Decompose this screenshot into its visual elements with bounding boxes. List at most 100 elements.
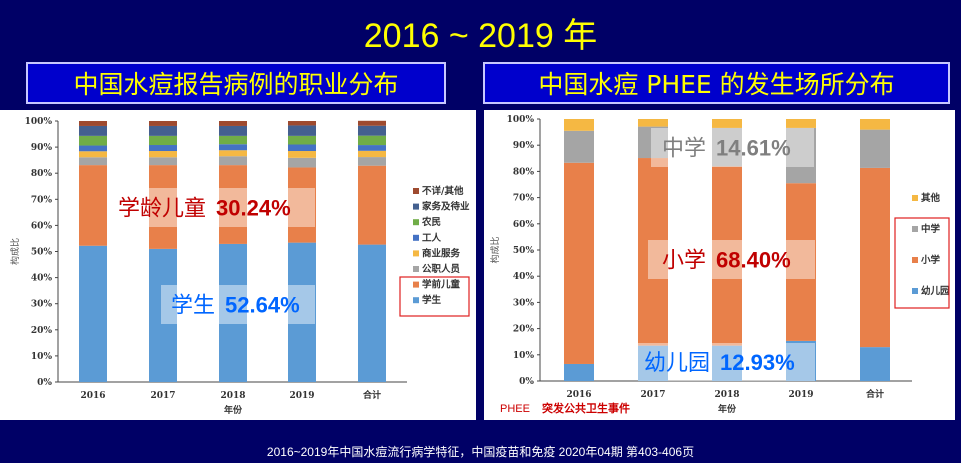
annotation-text: 中学 14.61% xyxy=(662,136,791,161)
y-tick-label: 80% xyxy=(31,169,53,179)
legend-label: 学生 xyxy=(422,294,442,306)
phee-abbrev: PHEE xyxy=(500,403,530,415)
bar-segment-2018-公职人员 xyxy=(219,156,247,166)
annotation-label: 学生 xyxy=(171,293,215,318)
x-tick-label: 2019 xyxy=(788,390,813,400)
annotation-text: 小学 68.40% xyxy=(662,248,791,273)
legend-swatch xyxy=(413,234,419,241)
y-tick-label: 40% xyxy=(513,272,535,282)
y-tick-label: 10% xyxy=(513,351,535,361)
annotation-label: 幼儿园 xyxy=(644,350,710,375)
bar-segment-2019-学生 xyxy=(288,242,316,382)
legend-label: 工人 xyxy=(422,232,442,244)
annotation-text: 幼儿园 12.93% xyxy=(644,350,795,375)
legend-swatch xyxy=(912,288,918,294)
bar-segment-2018-小学 xyxy=(712,166,742,346)
left-chart-title: 中国水痘报告病例的职业分布 xyxy=(26,62,446,104)
bar-segment-2018-幼儿园 xyxy=(712,345,742,381)
legend-label: 中学 xyxy=(921,223,941,235)
x-tick-label: 2018 xyxy=(714,390,739,400)
bar-segment-2017-家务及待业 xyxy=(149,125,177,136)
y-tick-label: 30% xyxy=(31,300,53,310)
bar-segment-2017-幼儿园 xyxy=(638,345,668,381)
legend-highlight-box xyxy=(894,217,950,309)
x-tick-label: 2017 xyxy=(640,390,665,400)
legend-swatch xyxy=(912,195,918,201)
bar-segment-合计-公职人员 xyxy=(358,157,386,166)
legend-swatch xyxy=(912,226,918,232)
bar-segment-合计-工人 xyxy=(358,145,386,151)
bar-segment-2018-商业服务 xyxy=(219,150,247,157)
bar-segment-2019-公职人员 xyxy=(288,157,316,168)
bar-segment-2017-商业服务 xyxy=(149,151,177,158)
legend-swatch xyxy=(413,250,419,257)
y-tick-label: 50% xyxy=(513,246,535,256)
bar-segment-合计-其他 xyxy=(860,119,890,130)
x-axis-label: 年份 xyxy=(224,404,243,416)
bar-segment-2016-农民 xyxy=(79,135,107,146)
bar-segment-2019-工人 xyxy=(288,144,316,152)
bar-segment-2017-学生 xyxy=(149,248,177,382)
bar-segment-2017-公职人员 xyxy=(149,157,177,166)
annotation-label: 学龄儿童 xyxy=(118,196,206,221)
annotation-band xyxy=(161,285,315,324)
bar-segment-2016-公职人员 xyxy=(79,157,107,166)
bar-segment-2017-不详/其他 xyxy=(149,121,177,126)
legend-swatch xyxy=(413,266,419,272)
bar-segment-2017-小学 xyxy=(638,158,668,346)
bar-segment-2018-家务及待业 xyxy=(219,125,247,136)
bar-segment-2019-学前儿童 xyxy=(288,167,316,243)
slide-title: 2016 ~ 2019 年 xyxy=(363,17,598,55)
bar-segment-2019-商业服务 xyxy=(288,151,316,158)
annotation-band xyxy=(148,188,315,227)
bar-segment-合计-学生 xyxy=(358,244,386,382)
right-chart-title: 中国水痘 PHEE 的发生场所分布 xyxy=(483,62,950,104)
bar-segment-2016-学生 xyxy=(79,245,107,382)
y-tick-label: 0% xyxy=(519,377,534,387)
bar-segment-合计-商业服务 xyxy=(358,150,386,158)
legend-swatch xyxy=(413,297,419,304)
annotation-text: 学龄儿童 30.24% xyxy=(118,196,291,221)
legend-label: 公职人员 xyxy=(422,263,461,275)
annotation-label: 小学 xyxy=(662,248,706,273)
y-tick-label: 80% xyxy=(513,167,535,177)
bar-segment-2016-家务及待业 xyxy=(79,125,107,136)
bar-segment-2016-不详/其他 xyxy=(79,121,107,126)
annotation-text: 学生 52.64% xyxy=(171,293,300,318)
y-tick-label: 100% xyxy=(25,117,53,127)
bar-segment-2018-不详/其他 xyxy=(219,121,247,126)
legend-highlight-box xyxy=(399,276,470,317)
legend-label: 农民 xyxy=(421,216,441,228)
y-tick-label: 50% xyxy=(31,248,53,258)
phee-definition: 突发公共卫生事件 xyxy=(542,401,630,415)
legend-label: 其他 xyxy=(921,192,941,204)
bar-segment-2018-中学 xyxy=(712,127,742,167)
y-tick-label: 10% xyxy=(31,352,53,362)
annotation-value: 12.93% xyxy=(720,350,795,375)
legend-swatch xyxy=(912,257,918,263)
bar-segment-2017-中学 xyxy=(638,126,668,159)
bar-segment-合计-学前儿童 xyxy=(358,165,386,245)
y-tick-label: 60% xyxy=(513,220,535,230)
bar-segment-2019-小学 xyxy=(786,183,816,341)
bar-segment-2018-学生 xyxy=(219,243,247,382)
x-axis-label: 年份 xyxy=(718,403,737,415)
y-axis-label: 构成比 xyxy=(489,236,501,263)
y-tick-label: 20% xyxy=(31,326,53,336)
bar-segment-2017-工人 xyxy=(149,145,177,152)
bar-segment-合计-幼儿园 xyxy=(860,347,890,381)
x-tick-label: 2016 xyxy=(566,390,591,400)
annotation-value: 68.40% xyxy=(716,248,791,273)
x-tick-label: 2018 xyxy=(220,391,245,401)
annotation-value: 52.64% xyxy=(225,293,300,318)
annotation-band xyxy=(651,128,814,167)
legend-label: 小学 xyxy=(920,254,941,266)
bar-segment-2019-农民 xyxy=(288,135,316,145)
y-tick-label: 30% xyxy=(513,298,535,308)
bar-segment-2019-中学 xyxy=(786,127,816,184)
legend-label: 商业服务 xyxy=(422,247,461,259)
bar-segment-2017-农民 xyxy=(149,135,177,146)
y-tick-label: 100% xyxy=(507,115,535,125)
x-tick-label: 合计 xyxy=(363,389,381,401)
